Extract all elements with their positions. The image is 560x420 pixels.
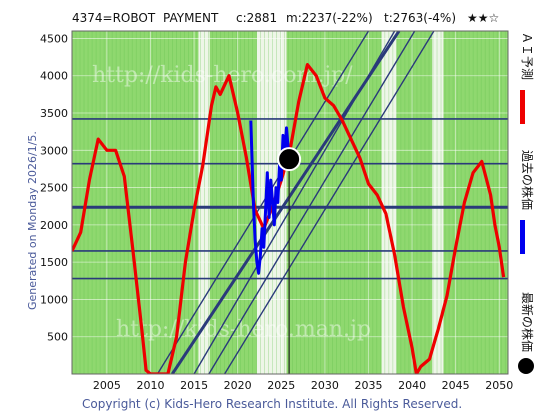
y-axis-ticks: 500 1000 1500 2000 2500 3000 3500 4000 4500 [40,32,68,343]
plot-frame [71,30,509,375]
y-tick-label: 4500 [40,32,68,45]
generated-note: Generated on Monday 2026/1/5. [26,131,39,310]
x-tick-label: 2045 [442,379,470,392]
legend-latest-marker [518,358,534,374]
y-tick-label: 3500 [40,107,68,120]
y-tick-label: 1000 [40,293,68,306]
x-tick-label: 2010 [136,379,164,392]
header-target: t:2763(-4%) [384,11,456,25]
legend-latest-label: 最新の株価 [520,292,535,352]
x-tick-label: 2040 [398,379,426,392]
x-tick-label: 2025 [267,379,295,392]
x-tick-label: 2005 [93,379,121,392]
x-tick-label: 2050 [485,379,513,392]
y-tick-label: 3000 [40,144,68,157]
legend-forecast-swatch [520,90,525,124]
trend-line [224,31,435,374]
legend: ＡＩ予測 過去の株価 最新の株価 [518,32,535,374]
legend-past-label: 過去の株価 [520,150,535,210]
y-tick-label: 2500 [40,182,68,195]
x-tick-label: 2020 [224,379,252,392]
plot-area: http://kids-hero.com.jp/ http://kids-her… [72,31,508,374]
x-tick-label: 2035 [354,379,382,392]
y-tick-label: 500 [47,331,68,344]
legend-forecast-label: ＡＩ予測 [520,32,534,80]
trend-lines [156,31,435,374]
copyright: Copyright (c) Kids-Hero Research Institu… [82,397,462,411]
trend-line [208,31,416,374]
trend-line [193,31,396,374]
series-layer [72,62,506,374]
y-tick-label: 2000 [40,219,68,232]
background-bands [72,31,508,374]
header-company: PAYMENT [163,11,219,25]
y-tick-label: 1500 [40,256,68,269]
header-median: m:2237(-22%) [286,11,373,25]
header-ticker: 4374=ROBOT [72,11,156,25]
header-stars: ★★☆ [467,11,499,25]
trend-line [156,31,370,374]
header-current: c:2881 [236,11,277,25]
watermark-bottom: http://kids-hero.man.jp [116,317,371,342]
y-tick-label: 4000 [40,70,68,83]
band-gap [432,31,444,374]
legend-past-swatch [520,220,525,254]
x-tick-label: 2030 [311,379,339,392]
latest-price-marker [277,147,302,172]
band-gap [198,31,210,374]
x-tick-label: 2015 [180,379,208,392]
x-axis-ticks: 2005 2010 2015 2020 2025 2030 2035 2040 2045 2050 [93,379,513,392]
